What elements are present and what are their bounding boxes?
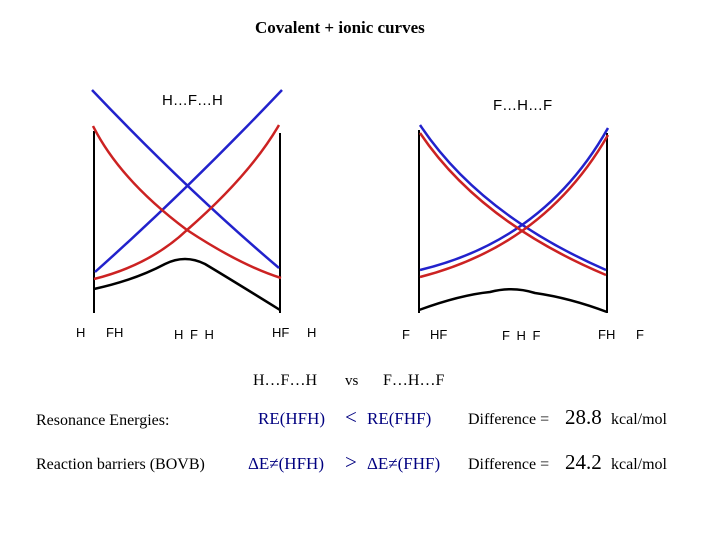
right-panel-center-label: F H F [502, 328, 541, 343]
barrier-greater-than-operator: > [345, 450, 357, 474]
left-panel-right-atom-h: H [307, 325, 317, 340]
left-panel-left-atom-fh: FH [106, 325, 124, 340]
right-panel-covalent-curve-falling [418, 124, 607, 272]
barrier-hfh: ΔE≠(HFH) [248, 454, 324, 473]
right-panel-adiabatic-curve [418, 288, 608, 314]
left-panel-right-atom-hf: HF [272, 325, 290, 340]
re-hfh: RE(HFH) [258, 409, 326, 428]
re-difference-label: Difference = [468, 411, 550, 428]
right-panel-right-atom-f: F [636, 327, 644, 342]
right-panel-left-atom-hf: HF [430, 327, 448, 342]
right-panel-covalent-curve-rising [419, 127, 610, 272]
right-panel-ionic-curve-falling [418, 132, 607, 277]
comparison-vs: vs [345, 373, 359, 389]
barrier-difference-label: Difference = [468, 456, 550, 473]
barrier-difference-value: 24.2 [565, 450, 602, 474]
right-panel-ionic-curve-rising [419, 134, 610, 279]
left-panel-covalent-curve-rising [94, 89, 283, 273]
right-panel-label: F…H…F [493, 97, 553, 114]
left-panel-ionic-curve-rising [93, 124, 281, 281]
re-difference-unit: kcal/mol [611, 411, 667, 428]
diagram-title: Covalent + ionic curves [255, 18, 425, 37]
left-panel-covalent-curve-falling [91, 89, 280, 269]
left-panel-ionic-curve-falling [91, 125, 282, 280]
barrier-fhf: ΔE≠(FHF) [367, 454, 441, 473]
left-panel-adiabatic-curve [93, 257, 281, 312]
comparison-right: F…H…F [383, 372, 445, 389]
reaction-barriers-label: Reaction barriers (BOVB) [36, 456, 205, 473]
resonance-energies-label: Resonance Energies: [36, 412, 170, 429]
comparison-left: H…F…H [253, 372, 318, 389]
left-panel-center-label: H F H [174, 327, 214, 342]
right-panel-right-atom-fh: FH [598, 327, 616, 342]
barrier-difference-unit: kcal/mol [611, 456, 667, 473]
re-difference-value: 28.8 [565, 405, 602, 429]
left-panel-left-atom-h: H [76, 325, 86, 340]
re-less-than-operator: < [345, 405, 357, 429]
re-fhf: RE(FHF) [367, 409, 432, 428]
left-panel-label: H…F…H [162, 92, 223, 109]
right-panel-left-atom-f: F [402, 327, 410, 342]
